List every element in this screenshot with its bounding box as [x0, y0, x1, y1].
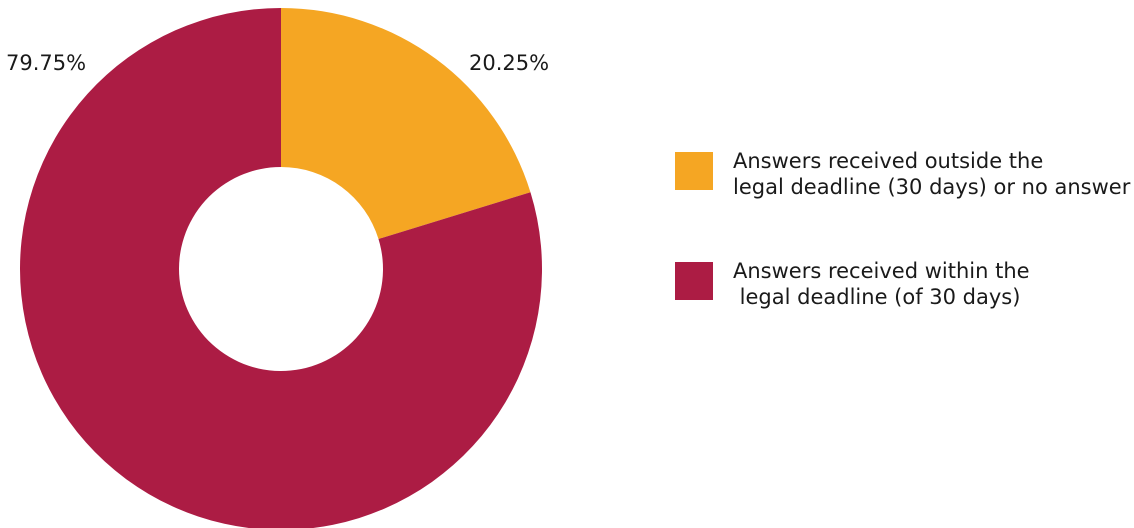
- donut-slice-outside-deadline: [281, 8, 531, 240]
- donut-slice-within-deadline: [20, 8, 542, 528]
- legend-swatch-outside-deadline: [675, 152, 713, 190]
- value-labels: 20.25% 79.75%: [6, 51, 549, 75]
- value-label-within-deadline: 79.75%: [6, 51, 86, 75]
- legend-label-outside-deadline: Answers received outside the legal deadl…: [733, 149, 1131, 199]
- legend-swatch-within-deadline: [675, 262, 713, 300]
- value-label-outside-deadline: 20.25%: [469, 51, 549, 75]
- legend-label-within-deadline: Answers received within the legal deadli…: [733, 259, 1036, 309]
- donut-slices: [20, 8, 542, 528]
- legend: Answers received outside the legal deadl…: [675, 149, 1131, 309]
